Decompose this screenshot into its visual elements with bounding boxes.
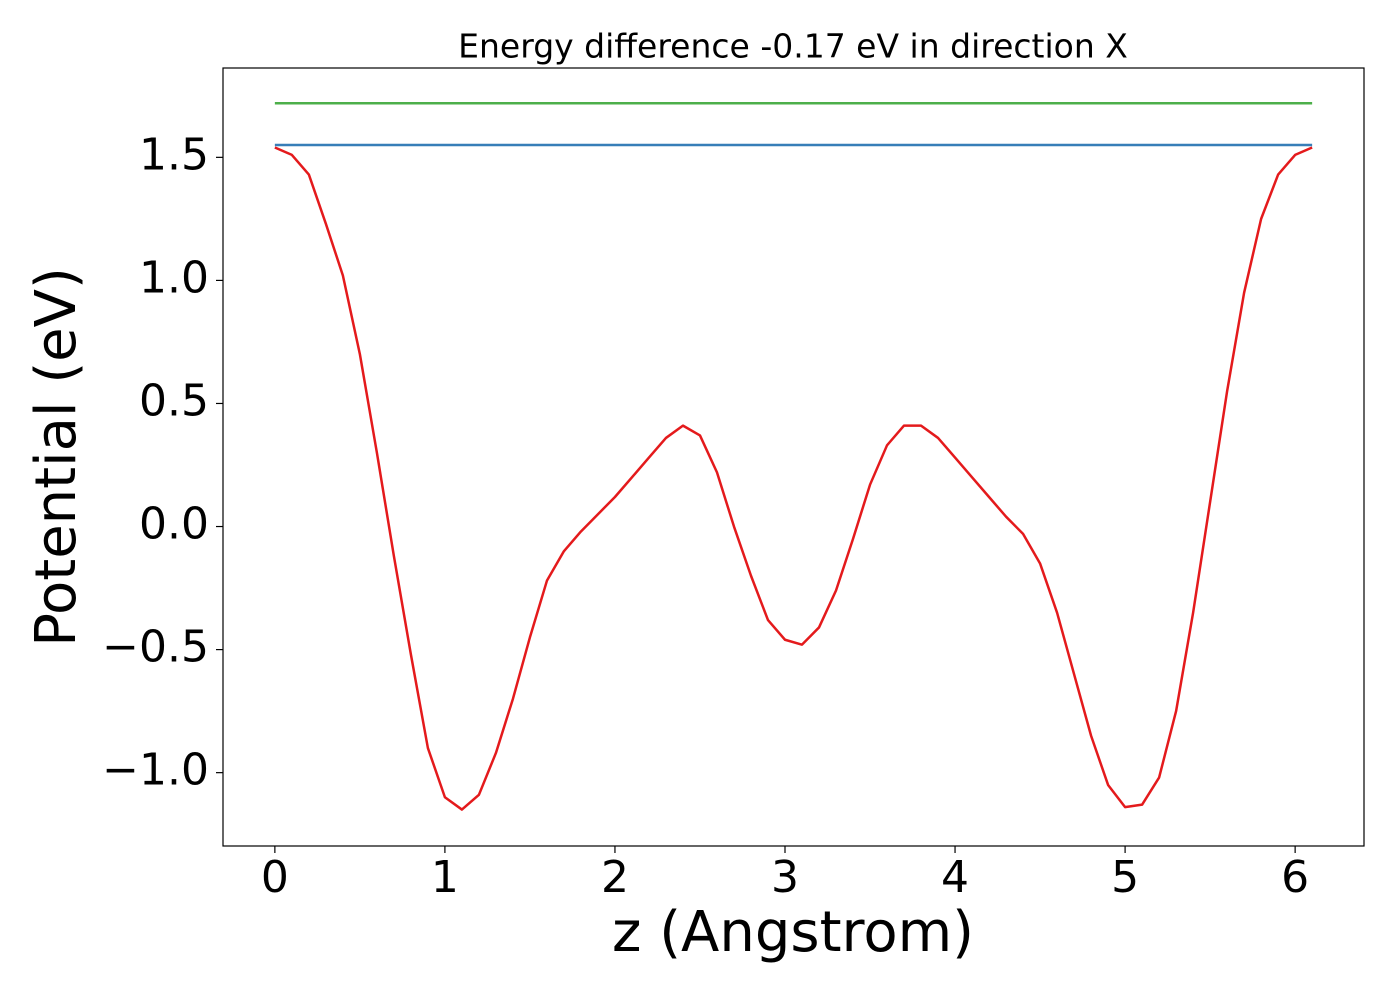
data-line: [274, 146, 1313, 811]
y-tick-label: 0.5: [139, 375, 209, 426]
x-tick-label: 2: [601, 852, 629, 903]
y-tick-label: 1.5: [139, 129, 209, 180]
y-tick-label: −0.5: [102, 622, 209, 673]
plot-frame: [222, 67, 1365, 847]
x-tick-label: 4: [941, 852, 969, 903]
y-tick-label: 1.0: [139, 252, 209, 303]
x-tick-label: 6: [1281, 852, 1309, 903]
chart-title: Energy difference -0.17 eV in direction …: [458, 27, 1128, 66]
x-tick-label: 5: [1111, 852, 1139, 903]
y-axis-label: Potential (eV): [24, 267, 89, 647]
x-axis-label: z (Angstrom): [612, 900, 974, 965]
y-tick-label: 0.0: [139, 499, 209, 550]
plot-area: [274, 101, 1313, 811]
x-tick-label: 3: [771, 852, 799, 903]
x-tick-label: 0: [261, 852, 289, 903]
y-tick-label: −1.0: [102, 745, 209, 796]
x-tick-label: 1: [431, 852, 459, 903]
